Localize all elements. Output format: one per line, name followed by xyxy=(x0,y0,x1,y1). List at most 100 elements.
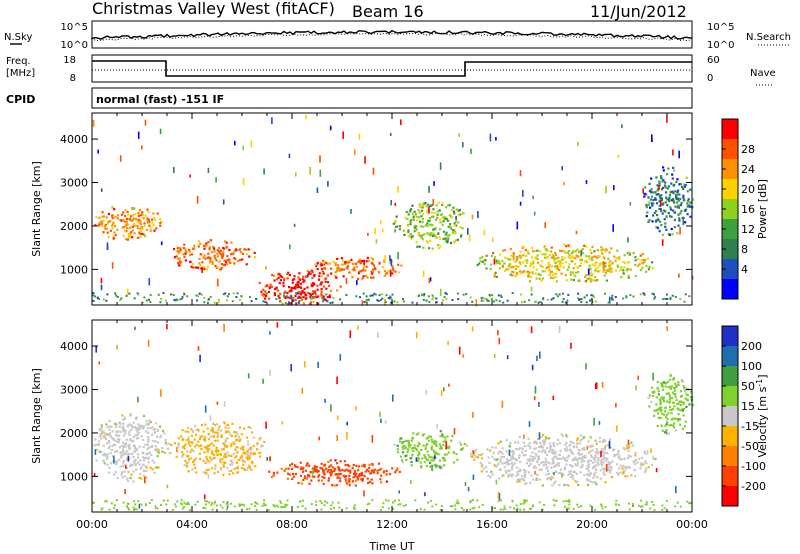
echo-cell xyxy=(497,462,500,465)
echo-cell xyxy=(601,381,604,388)
echo-cell xyxy=(530,261,533,264)
echo-cell xyxy=(652,214,655,217)
echo-cell xyxy=(569,271,572,274)
echo-cell xyxy=(432,449,436,453)
echo-cell xyxy=(425,389,427,395)
echo-cell xyxy=(413,210,416,213)
echo-cell xyxy=(474,455,477,458)
echo-cell xyxy=(604,457,607,460)
echo-cell xyxy=(504,507,507,510)
echo-cell xyxy=(558,263,562,266)
echo-cell xyxy=(355,472,358,475)
echo-cell xyxy=(634,263,637,266)
echo-cell xyxy=(265,292,268,295)
echo-cell xyxy=(634,256,637,259)
echo-cell xyxy=(679,183,683,186)
echo-cell xyxy=(523,445,527,448)
echo-cell xyxy=(428,277,431,284)
echo-cell xyxy=(682,385,685,388)
echo-cell xyxy=(661,412,664,415)
echo-cell xyxy=(263,440,266,444)
echo-cell xyxy=(472,453,475,456)
echo-cell xyxy=(515,258,519,261)
echo-cell xyxy=(593,474,596,477)
echo-cell xyxy=(181,446,184,449)
echo-cell xyxy=(433,441,436,444)
echo-cell xyxy=(183,506,185,508)
echo-cell xyxy=(334,467,337,470)
echo-cell xyxy=(628,253,631,256)
echo-cell xyxy=(293,278,296,281)
echo-cell xyxy=(245,469,248,472)
echo-cell xyxy=(525,254,528,257)
echo-cell xyxy=(655,396,658,399)
echo-cell xyxy=(538,501,541,504)
echo-cell xyxy=(214,431,217,434)
echo-cell xyxy=(152,428,155,431)
echo-cell xyxy=(601,467,604,470)
echo-cell xyxy=(554,276,557,279)
echo-cell xyxy=(365,260,368,263)
echo-cell xyxy=(410,236,413,239)
echo-cell xyxy=(593,457,596,460)
echo-cell xyxy=(184,459,187,463)
echo-cell xyxy=(543,253,546,256)
echo-cell xyxy=(304,507,307,510)
echo-cell xyxy=(376,469,379,472)
echo-cell xyxy=(536,355,538,362)
echo-cell xyxy=(194,458,197,461)
echo-cell xyxy=(414,447,417,450)
echo-cell xyxy=(547,461,550,464)
echo-cell xyxy=(586,473,589,476)
echo-cell xyxy=(127,444,131,447)
echo-cell xyxy=(168,442,171,445)
echo-cell xyxy=(304,475,307,478)
echo-cell xyxy=(303,287,306,290)
echo-cell xyxy=(663,507,666,510)
echo-cell xyxy=(589,280,592,283)
echo-cell xyxy=(203,446,207,449)
echo-cell xyxy=(327,274,330,278)
echo-cell xyxy=(315,296,318,299)
echo-cell xyxy=(283,469,286,472)
echo-cell xyxy=(349,469,352,472)
echo-cell xyxy=(550,478,553,481)
echo-cell xyxy=(184,430,187,433)
echo-cell xyxy=(672,377,675,380)
echo-cell xyxy=(541,439,544,442)
echo-cell xyxy=(429,461,432,465)
echo-cell xyxy=(653,409,656,412)
echo-cell xyxy=(611,262,614,265)
echo-cell xyxy=(134,448,138,452)
echo-cell xyxy=(325,299,328,302)
echo-cell xyxy=(591,245,594,248)
echo-cell xyxy=(157,448,160,451)
echo-cell xyxy=(477,211,479,219)
echo-cell xyxy=(471,214,474,220)
echo-cell xyxy=(677,383,680,386)
echo-cell xyxy=(177,445,180,448)
echo-cell xyxy=(296,283,300,286)
colorbar-segment xyxy=(722,426,738,447)
echo-cell xyxy=(132,506,135,509)
echo-cell xyxy=(566,449,569,452)
echo-cell xyxy=(443,387,445,392)
echo-cell xyxy=(180,435,183,438)
echo-cell xyxy=(669,378,672,381)
echo-cell xyxy=(390,258,393,267)
echo-cell xyxy=(494,271,497,274)
echo-cell xyxy=(120,473,123,476)
echo-cell xyxy=(200,293,203,296)
echo-cell xyxy=(490,254,493,257)
colorbar-segment xyxy=(722,179,738,200)
echo-cell xyxy=(658,180,661,183)
echo-cell xyxy=(142,463,145,466)
echo-cell xyxy=(114,439,117,442)
echo-cell xyxy=(155,227,158,230)
echo-cell xyxy=(108,466,111,469)
echo-cell xyxy=(436,217,439,220)
echo-cell xyxy=(536,437,540,441)
echo-cell xyxy=(378,262,381,265)
echo-cell xyxy=(581,459,584,462)
echo-cell xyxy=(567,500,570,503)
